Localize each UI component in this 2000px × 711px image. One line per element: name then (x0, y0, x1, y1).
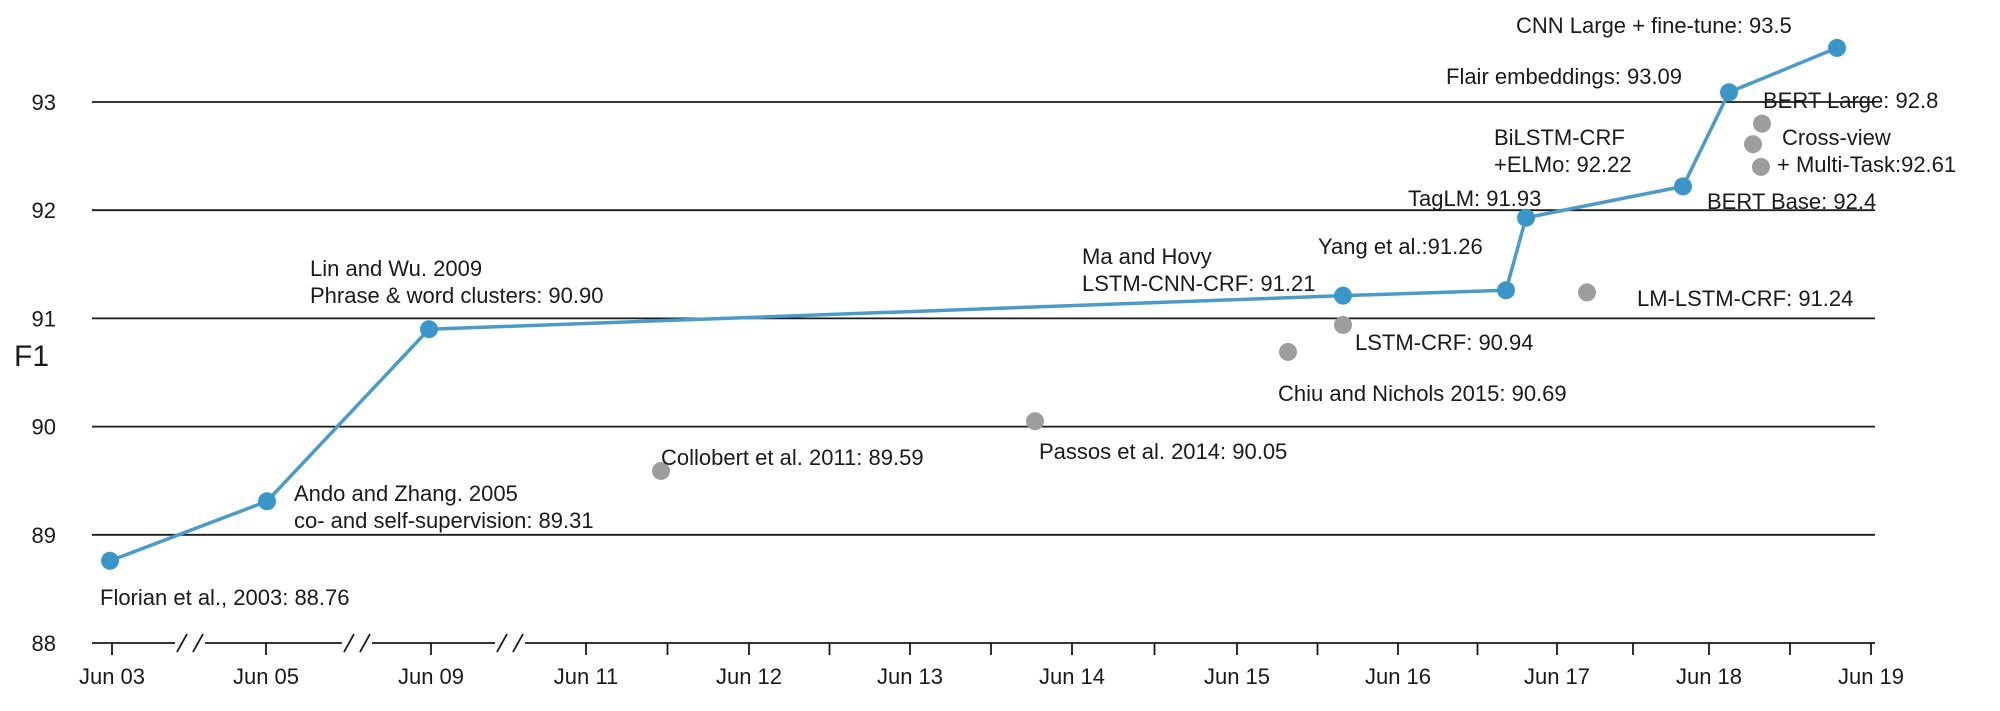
other-data-point (1026, 412, 1044, 431)
point-annotation: Yang et al.:91.26 (1318, 234, 1483, 259)
x-tick-label: Jun 09 (398, 664, 464, 689)
point-annotation: Ma and Hovy (1082, 244, 1212, 269)
x-tick-label: Jun 13 (877, 664, 943, 689)
y-tick-label: 88 (32, 631, 56, 656)
other-data-point (652, 461, 670, 480)
point-annotation: Florian et al., 2003: 88.76 (100, 585, 350, 610)
point-annotation: +ELMo: 92.22 (1494, 152, 1632, 177)
sota-data-point (1720, 83, 1738, 102)
axis-break-mark (342, 633, 372, 653)
y-tick-label: 90 (32, 415, 56, 440)
point-annotation: co- and self-supervision: 89.31 (294, 508, 594, 533)
point-annotation: Phrase & word clusters: 90.90 (310, 283, 603, 308)
point-annotation: LSTM-CNN-CRF: 91.21 (1082, 271, 1315, 296)
y-tick-label: 92 (32, 198, 56, 223)
point-annotation: CNN Large + fine-tune: 93.5 (1516, 13, 1792, 38)
x-tick-label: Jun 15 (1204, 664, 1270, 689)
point-annotation: Passos et al. 2014: 90.05 (1039, 439, 1287, 464)
other-data-point (1752, 157, 1770, 176)
x-axis: Jun 03 Jun 05 Jun 09 Jun 11 Jun 12 Jun 13 Jun … (79, 633, 1904, 689)
x-tick-label: Jun 17 (1524, 664, 1590, 689)
point-annotation: LM-LSTM-CRF: 91.24 (1637, 286, 1853, 311)
sota-data-point (1517, 208, 1535, 227)
sota-data-point (420, 320, 438, 339)
sota-data-point (101, 551, 119, 570)
point-annotation: LSTM-CRF: 90.94 (1355, 330, 1534, 355)
point-annotation: Flair embeddings: 93.09 (1446, 64, 1682, 89)
point-annotation: Collobert et al. 2011: 89.59 (661, 445, 924, 470)
x-tick-label: Jun 16 (1365, 664, 1431, 689)
point-annotation: BiLSTM-CRF (1494, 125, 1625, 150)
point-annotation: Ando and Zhang. 2005 (294, 481, 518, 506)
other-data-point (1578, 283, 1596, 302)
x-tick-label: Jun 19 (1838, 664, 1904, 689)
x-tick-label: Jun 12 (716, 664, 782, 689)
point-annotation: BERT Large: 92.8 (1763, 88, 1938, 113)
x-tick-label: Jun 11 (554, 664, 618, 689)
axis-break-mark (175, 633, 205, 653)
x-tick-label: Jun 05 (233, 664, 299, 689)
other-data-point (1753, 114, 1771, 133)
other-data-point (1334, 315, 1352, 334)
gridlines: 88 89 90 91 92 93 F1 (14, 90, 1875, 656)
sota-data-point (1828, 38, 1846, 57)
sota-data-point (1334, 286, 1352, 305)
point-annotation: + Multi-Task:92.61 (1777, 152, 1956, 177)
sota-data-point (258, 492, 276, 511)
y-axis-label: F1 (14, 340, 49, 373)
point-annotation: Lin and Wu. 2009 (310, 256, 482, 281)
y-tick-label: 89 (32, 523, 56, 548)
other-data-point (1279, 342, 1297, 361)
axis-break-mark (495, 633, 525, 653)
y-tick-label: 91 (32, 306, 56, 331)
other-data-point (1744, 135, 1762, 154)
annotations: Florian et al., 2003: 88.76 Ando and Zhan… (100, 13, 1956, 610)
data-points (101, 38, 1846, 570)
y-tick-label: 93 (32, 90, 56, 115)
point-annotation: Chiu and Nichols 2015: 90.69 (1278, 381, 1567, 406)
x-tick-label: Jun 03 (79, 664, 145, 689)
point-annotation: TagLM: 91.93 (1408, 186, 1541, 211)
sota-data-point (1674, 177, 1692, 196)
x-tick-label: Jun 18 (1676, 664, 1742, 689)
x-tick-label: Jun 14 (1039, 664, 1105, 689)
sota-data-point (1497, 281, 1515, 300)
point-annotation: Cross-view (1782, 125, 1891, 150)
point-annotation: BERT Base: 92.4 (1707, 189, 1876, 214)
